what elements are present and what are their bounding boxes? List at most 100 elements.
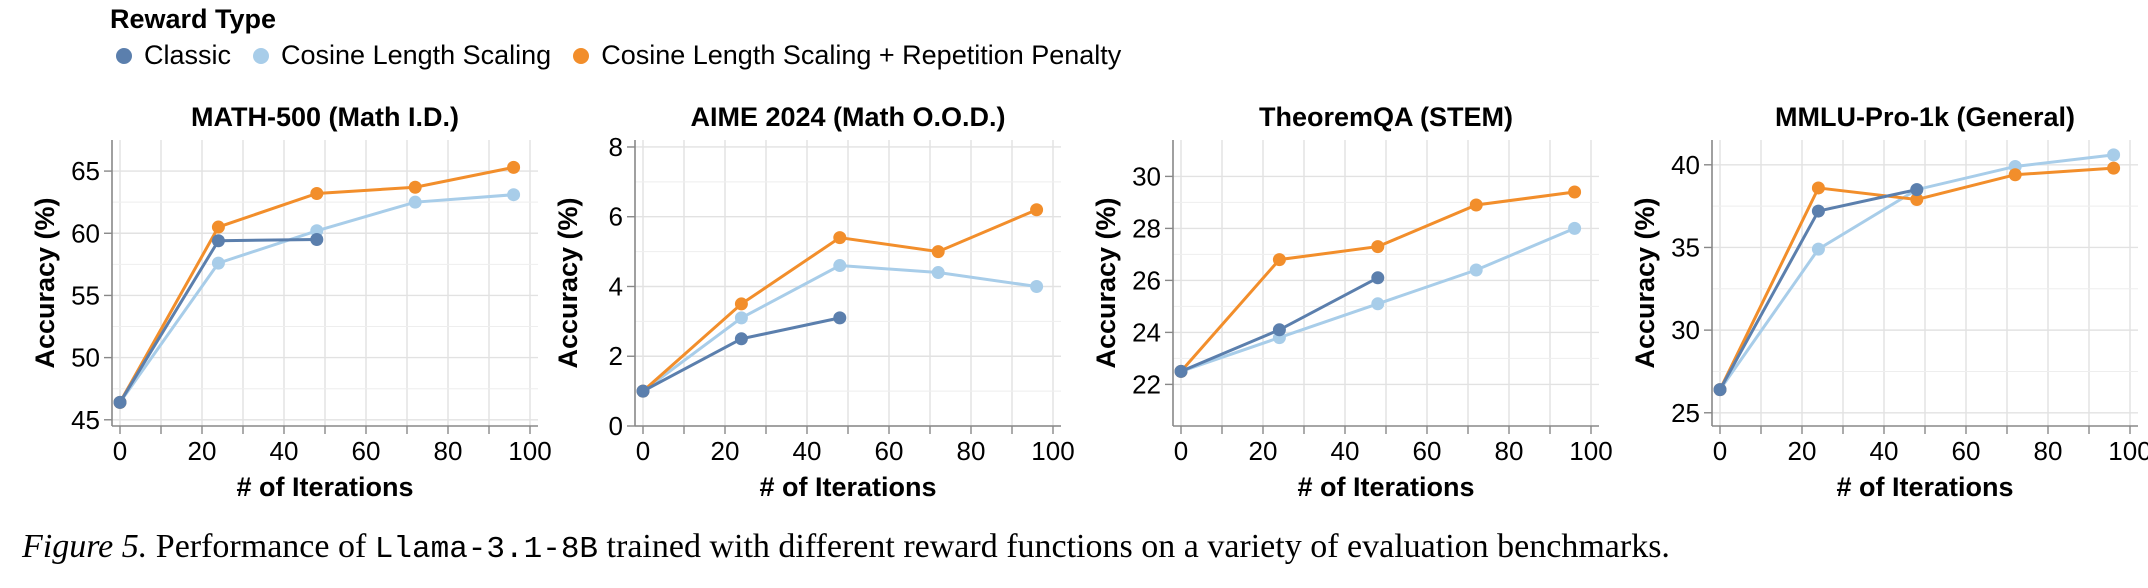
y-tick-label: 50 xyxy=(71,343,100,373)
point-cosine xyxy=(507,188,521,202)
x-tick-label: 20 xyxy=(711,436,740,466)
x-tick-label: 100 xyxy=(508,436,551,466)
y-axis-label: Accuracy (%) xyxy=(30,197,60,368)
point-cosine xyxy=(931,266,945,280)
point-cosine-rep xyxy=(1910,193,1924,207)
point-cosine xyxy=(734,311,748,325)
x-tick-label: 40 xyxy=(793,436,822,466)
point-cosine xyxy=(1469,263,1483,277)
x-tick-label: 0 xyxy=(1713,436,1727,466)
legend: Reward Type Classic Cosine Length Scalin… xyxy=(110,2,1510,74)
point-classic xyxy=(1811,204,1825,218)
y-tick-label: 22 xyxy=(1132,369,1161,399)
x-tick-label: 80 xyxy=(1495,436,1524,466)
point-cosine-rep xyxy=(1811,181,1825,195)
y-tick-label: 45 xyxy=(71,405,100,435)
x-tick-label: 60 xyxy=(1952,436,1981,466)
y-tick-label: 24 xyxy=(1132,317,1161,347)
point-classic xyxy=(113,395,127,409)
x-axis-label: # of Iterations xyxy=(759,472,936,502)
point-cosine-rep xyxy=(211,220,225,234)
chart-title: AIME 2024 (Math O.O.D.) xyxy=(690,102,1005,132)
x-axis-label: # of Iterations xyxy=(1297,472,1474,502)
y-tick-label: 60 xyxy=(71,218,100,248)
chart-title: MATH-500 (Math I.D.) xyxy=(191,102,459,132)
point-cosine-rep xyxy=(931,245,945,259)
x-tick-label: 20 xyxy=(1249,436,1278,466)
x-tick-label: 60 xyxy=(1413,436,1442,466)
point-cosine-rep xyxy=(833,231,847,245)
point-cosine-rep xyxy=(408,180,422,194)
x-tick-label: 80 xyxy=(957,436,986,466)
point-cosine xyxy=(833,259,847,273)
y-axis-label: Accuracy (%) xyxy=(1630,197,1660,368)
point-classic xyxy=(211,234,225,248)
legend-items: Classic Cosine Length Scaling Cosine Len… xyxy=(116,40,1143,71)
x-tick-label: 0 xyxy=(1174,436,1188,466)
legend-item-cosine: Cosine Length Scaling xyxy=(253,40,551,71)
y-tick-label: 0 xyxy=(609,411,623,441)
legend-title: Reward Type xyxy=(110,4,277,34)
series-line-cosine xyxy=(642,264,1037,393)
series-line-classic xyxy=(642,316,841,393)
caption-model: Llama-3.1-8B xyxy=(374,532,599,567)
x-tick-label: 80 xyxy=(434,436,463,466)
legend-label-classic: Classic xyxy=(144,40,232,70)
point-cosine-rep xyxy=(507,160,521,174)
x-tick-label: 20 xyxy=(188,436,217,466)
x-tick-label: 40 xyxy=(1331,436,1360,466)
point-cosine xyxy=(1371,297,1385,311)
point-classic xyxy=(734,332,748,346)
legend-swatch-cosine xyxy=(253,47,270,64)
legend-label-cosine-rep: Cosine Length Scaling + Repetition Penal… xyxy=(601,40,1122,70)
point-cosine-rep xyxy=(1030,203,1044,217)
point-cosine xyxy=(1030,279,1044,293)
chart-2: 0 20 40 60 80 100 0 2 4 6 8 AIME 2024 (Math O.O.D.)… xyxy=(553,102,1075,502)
chart-1: 0 20 40 60 80 100 45 50 55 60 65 MATH-500 (Math I.D… xyxy=(30,102,552,502)
y-tick-label: 30 xyxy=(1132,161,1161,191)
y-tick-label: 26 xyxy=(1132,265,1161,295)
legend-item-classic: Classic xyxy=(116,40,231,71)
point-cosine-rep xyxy=(310,186,324,200)
point-classic xyxy=(310,232,324,246)
point-classic xyxy=(1713,383,1727,397)
point-cosine-rep xyxy=(1469,198,1483,212)
point-cosine xyxy=(211,256,225,270)
y-tick-label: 65 xyxy=(71,156,100,186)
x-tick-label: 0 xyxy=(636,436,650,466)
point-classic xyxy=(1371,271,1385,285)
y-tick-label: 40 xyxy=(1671,150,1700,180)
chart-3: 0 20 40 60 80 100 22 24 26 28 30 TheoremQA (STEM) # … xyxy=(1091,102,1613,502)
chart-title: MMLU-Pro-1k (General) xyxy=(1775,102,2075,132)
x-tick-label: 40 xyxy=(1870,436,1899,466)
point-classic xyxy=(636,384,650,398)
point-classic xyxy=(1272,323,1286,337)
y-tick-label: 4 xyxy=(609,271,623,301)
point-cosine xyxy=(1811,242,1825,256)
y-axis-label: Accuracy (%) xyxy=(1091,197,1121,368)
caption-text-after: trained with different reward functions … xyxy=(598,528,1670,565)
x-axis-label: # of Iterations xyxy=(1836,472,2013,502)
point-classic xyxy=(1174,364,1188,378)
figure-caption: Figure 5. Performance of Llama-3.1-8B tr… xyxy=(22,528,1670,567)
y-tick-label: 55 xyxy=(71,280,100,310)
point-cosine xyxy=(2107,148,2121,162)
chart-4: 0 20 40 60 80 100 25 30 35 40 MMLU-Pro-1k (General… xyxy=(1630,102,2148,502)
legend-swatch-classic xyxy=(116,47,132,64)
y-tick-label: 6 xyxy=(609,202,623,232)
point-cosine xyxy=(408,195,422,209)
chart-title: TheoremQA (STEM) xyxy=(1259,102,1513,132)
x-tick-label: 100 xyxy=(1569,436,1612,466)
point-cosine-rep xyxy=(2107,161,2121,175)
caption-text-before: Performance of xyxy=(147,528,375,565)
y-tick-label: 35 xyxy=(1671,232,1700,262)
charts-area: 0 20 40 60 80 100 45 50 55 60 65 MATH-500 (Math I.D… xyxy=(0,88,2148,508)
point-cosine-rep xyxy=(1371,240,1385,254)
x-tick-label: 0 xyxy=(113,436,127,466)
point-cosine-rep xyxy=(2008,168,2022,182)
legend-item-cosine-rep: Cosine Length Scaling + Repetition Penal… xyxy=(573,40,1121,71)
x-tick-label: 80 xyxy=(2034,436,2063,466)
y-axis-label: Accuracy (%) xyxy=(553,197,583,368)
legend-swatch-cosine-rep xyxy=(573,47,590,64)
series-line-classic xyxy=(1718,188,1918,391)
